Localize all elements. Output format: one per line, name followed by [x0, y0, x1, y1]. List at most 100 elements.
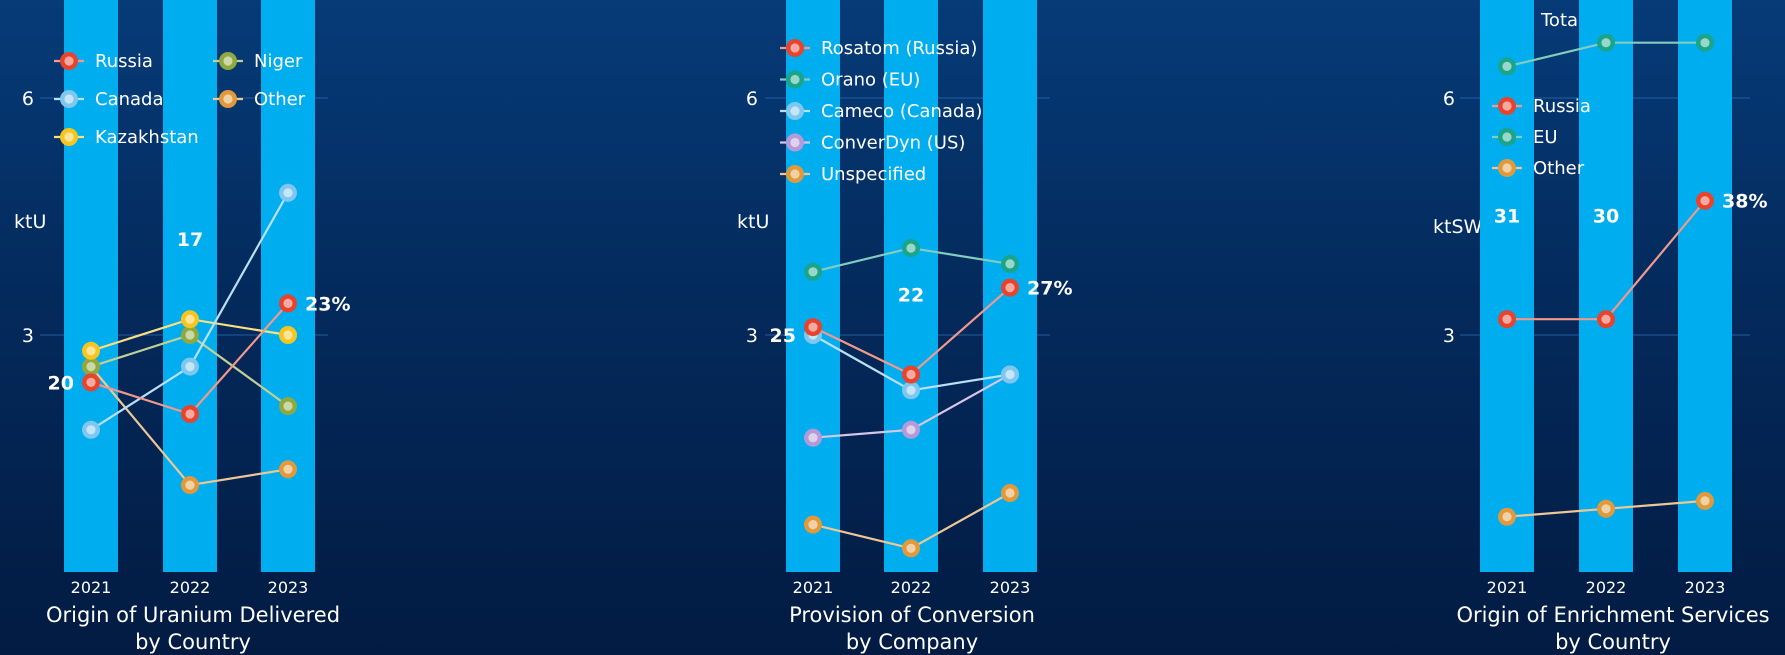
legend-marker	[786, 165, 804, 183]
series-point	[804, 318, 822, 337]
series-point	[902, 539, 920, 558]
series-point	[279, 183, 297, 202]
chart-title-line: Origin of Uranium Delivered	[46, 603, 340, 627]
data-label: 20	[48, 372, 74, 394]
legend-label: ConverDyn (US)	[821, 133, 965, 154]
bar-total-2021	[1480, 0, 1534, 573]
x-tick-label: 2021	[1487, 578, 1528, 597]
series-point	[1597, 33, 1615, 52]
legend-label: Cameco (Canada)	[821, 101, 982, 122]
series-layer	[1498, 33, 1714, 526]
y-tick-label: 6	[22, 88, 34, 110]
series-point	[279, 326, 297, 344]
x-tick-label: 2022	[891, 578, 932, 597]
legend-label: Orano (EU)	[821, 70, 920, 91]
legend-item: Russia	[1492, 96, 1591, 117]
series-point	[181, 405, 199, 423]
bar-total-2021	[786, 0, 840, 573]
series-point	[804, 428, 822, 447]
series-point	[279, 397, 297, 416]
chart-title-line: Provision of Conversion	[789, 603, 1035, 627]
series-point	[1597, 499, 1615, 518]
series-point	[1498, 310, 1516, 329]
legend-item: Niger	[213, 51, 303, 72]
series-point	[1696, 491, 1714, 510]
series-point	[1001, 484, 1019, 502]
x-tick-label: 2023	[1685, 578, 1726, 597]
x-tick-label: 2022	[1586, 578, 1627, 597]
series-point	[1001, 278, 1019, 297]
y-axis-unit: ktU	[737, 211, 769, 233]
data-label: 38%	[1722, 191, 1767, 213]
legend-item: Cameco (Canada)	[780, 101, 982, 122]
series-point	[1597, 310, 1615, 329]
x-tick-label: 2021	[71, 578, 112, 597]
chart-2: 36912ktU%12.110.913.4202120222023252227%…	[737, 0, 1072, 654]
x-tick-label: 2022	[170, 578, 211, 597]
chart-title-line: by Country	[135, 630, 251, 654]
series-point	[1001, 254, 1019, 273]
legend-marker	[786, 102, 804, 120]
y-tick-label: 3	[746, 325, 758, 347]
data-label: 25	[770, 325, 796, 347]
legend-label: Niger	[254, 51, 303, 72]
series-point	[279, 460, 297, 479]
series-point	[1498, 57, 1516, 76]
y-tick-label: 6	[1443, 88, 1455, 110]
x-tick-label: 2023	[268, 578, 309, 597]
legend-item: Rosatom (Russia)	[780, 38, 977, 59]
data-label: 30	[1593, 205, 1619, 227]
data-label: 27%	[1027, 278, 1072, 300]
series-layer	[82, 183, 297, 495]
legend-label: Other	[254, 89, 306, 110]
chart-title-line: by Country	[1555, 630, 1671, 654]
series-point	[804, 262, 822, 281]
chart-title-line: Origin of Enrichment Services	[1456, 603, 1769, 627]
series-point	[181, 476, 199, 495]
series-point	[1498, 507, 1516, 526]
legend-item: Canada	[54, 89, 164, 110]
series-point	[1696, 191, 1714, 210]
chart-title-line: by Company	[846, 630, 978, 654]
series-point	[82, 357, 100, 376]
y-tick-label: 3	[1443, 325, 1455, 347]
legend-marker	[786, 133, 804, 152]
legend-label: Other	[1533, 158, 1585, 179]
legend-label: Kazakhstan	[95, 127, 199, 148]
legend-item: Other	[213, 89, 306, 110]
legend-total-label: Total	[1540, 10, 1583, 31]
legend-label: EU	[1533, 127, 1558, 148]
series-point	[181, 357, 199, 376]
series-point	[902, 365, 920, 384]
y-tick-label: 6	[746, 88, 758, 110]
series-point	[902, 420, 920, 439]
legend-marker	[219, 90, 237, 108]
legend-item: ConverDyn (US)	[780, 133, 965, 154]
legend-item: EU	[1492, 127, 1558, 148]
series-layer	[804, 239, 1019, 558]
bar-total-2022	[1579, 0, 1633, 572]
data-label: 23%	[305, 293, 350, 315]
legend-item: Kazakhstan	[54, 127, 199, 148]
series-point	[82, 373, 100, 392]
x-tick-label: 2021	[793, 578, 834, 597]
data-label: 17	[177, 229, 203, 251]
legend-label: Canada	[95, 89, 164, 110]
legend-marker	[786, 70, 804, 89]
data-label: 31	[1494, 205, 1520, 227]
legend-item: Orano (EU)	[780, 70, 920, 91]
legend-label: Unspecified	[821, 164, 926, 185]
legend-marker	[786, 39, 804, 57]
legend-marker	[1498, 159, 1516, 177]
series-point	[82, 341, 100, 360]
data-label: 22	[898, 284, 924, 306]
legend-label: Rosatom (Russia)	[821, 38, 977, 59]
legend-item: Russia	[54, 51, 153, 72]
bar-total-2021	[64, 0, 118, 572]
bar-total-2023	[1678, 0, 1732, 572]
series-point	[804, 515, 822, 534]
x-tick-label: 2023	[990, 578, 1031, 597]
legend-marker	[60, 52, 78, 70]
legend-item: Unspecified	[780, 164, 926, 185]
